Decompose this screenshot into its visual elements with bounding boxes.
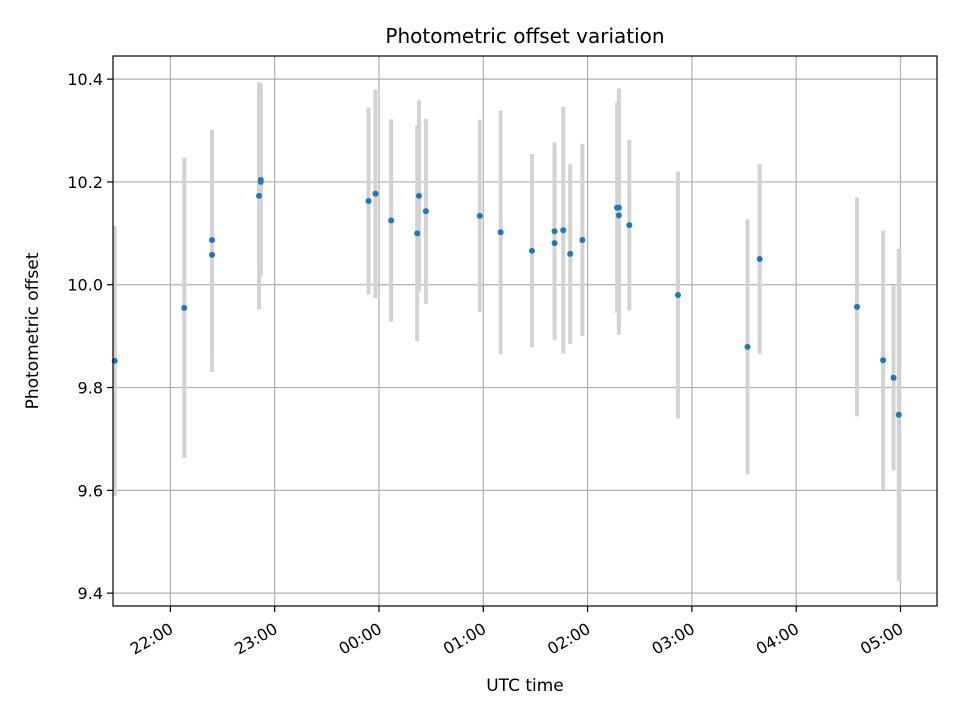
data-point (579, 237, 586, 244)
data-point (880, 357, 887, 364)
data-point (414, 230, 421, 237)
data-point (209, 251, 216, 258)
data-point (415, 192, 422, 199)
data-point (567, 250, 574, 257)
y-tick-label: 10.4 (67, 70, 103, 89)
data-point (890, 374, 897, 381)
data-point (551, 240, 558, 247)
y-tick-label: 10.0 (67, 276, 103, 295)
y-tick-label: 9.8 (78, 379, 103, 398)
data-point (626, 222, 633, 229)
data-point (476, 212, 483, 219)
data-point (551, 228, 558, 235)
y-tick-label: 9.4 (78, 584, 103, 603)
data-point (372, 190, 379, 197)
data-point (744, 343, 751, 350)
data-point (257, 178, 264, 185)
data-point (209, 237, 216, 244)
grid (113, 56, 937, 606)
data-point (560, 227, 567, 234)
y-tick-label: 9.6 (78, 481, 103, 500)
data-point (497, 229, 504, 236)
data-point (388, 217, 395, 224)
data-point (181, 304, 188, 311)
data-point (422, 208, 429, 215)
data-point (674, 292, 681, 299)
y-axis-title: Photometric offset (23, 252, 43, 409)
data-point (256, 192, 263, 199)
x-axis-title: UTC time (486, 676, 564, 696)
data-points (111, 176, 902, 418)
data-point (756, 256, 763, 263)
data-point (615, 212, 622, 219)
plot-frame (112, 55, 938, 607)
chart-title: Photometric offset variation (385, 24, 664, 48)
data-point (895, 411, 902, 418)
data-point (615, 204, 622, 211)
data-point (854, 303, 861, 310)
y-tick-label: 10.2 (67, 173, 103, 192)
data-point (528, 247, 535, 254)
data-point (365, 197, 372, 204)
